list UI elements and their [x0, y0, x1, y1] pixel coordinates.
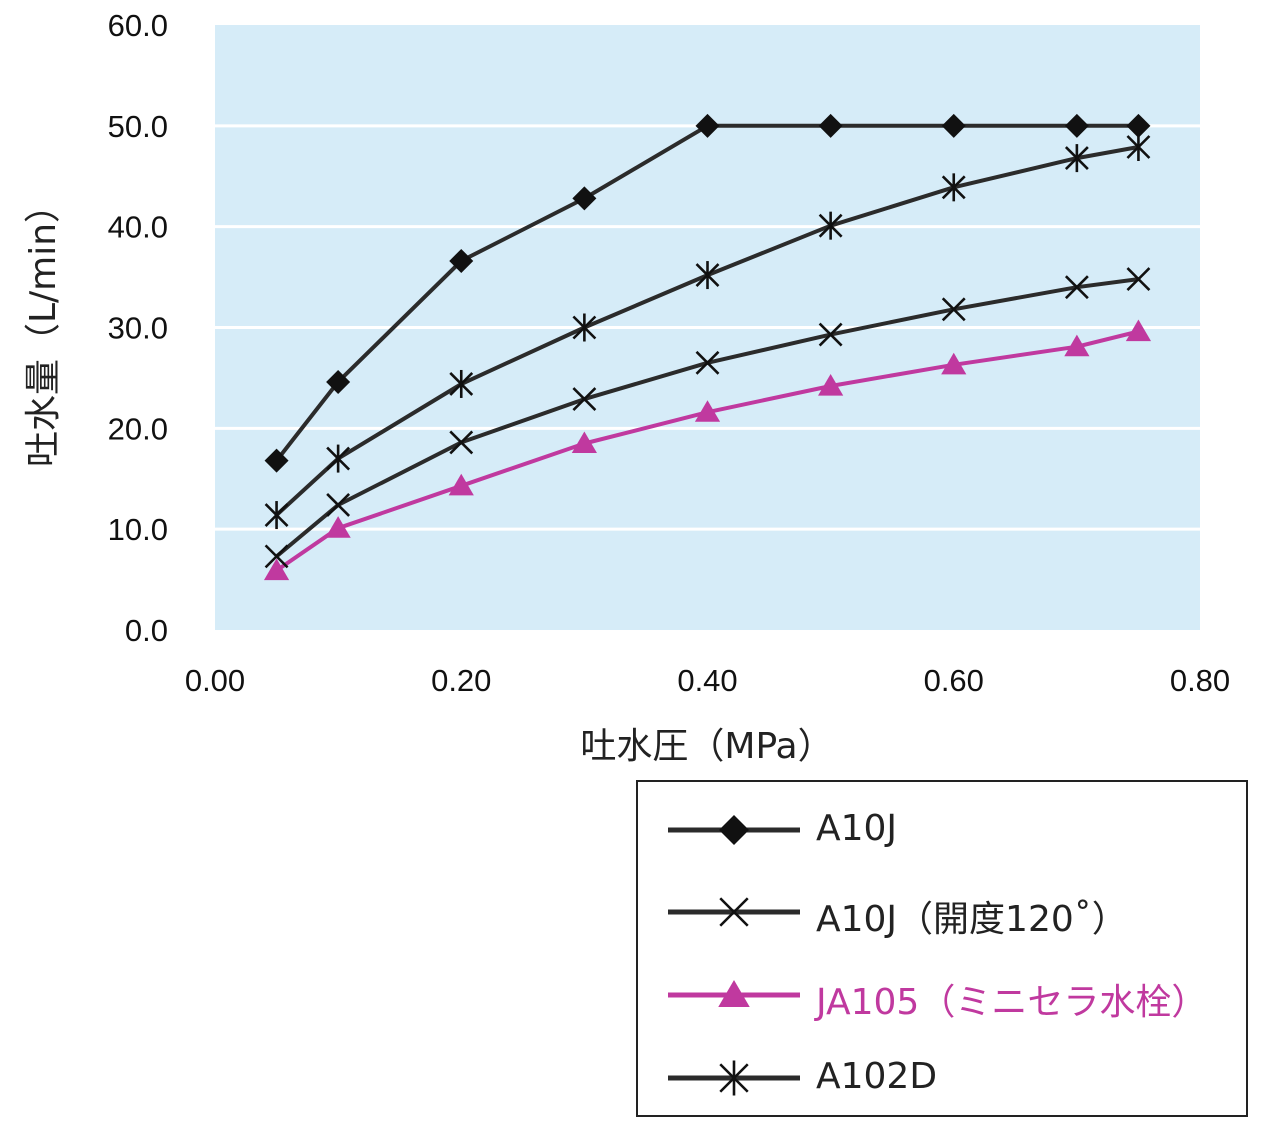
y-tick-label: 50.0	[108, 109, 168, 144]
data-point	[449, 248, 474, 273]
y-axis-title: 吐水量（L/min）	[23, 187, 64, 467]
data-point	[941, 113, 966, 138]
data-point	[718, 980, 750, 1007]
data-point	[1126, 133, 1151, 162]
x-tick-label: 0.20	[431, 663, 491, 698]
x-tick-label: 0.60	[924, 663, 984, 698]
x-tick-label: 0.80	[1170, 663, 1230, 698]
data-point	[695, 350, 720, 375]
data-point	[448, 473, 474, 496]
data-point	[264, 501, 289, 530]
legend-swatch	[668, 897, 800, 927]
data-point	[719, 1060, 749, 1096]
data-point	[1126, 267, 1151, 292]
x-tick-label: 0.00	[185, 663, 245, 698]
data-point	[326, 444, 351, 473]
data-point	[695, 113, 720, 138]
data-point	[1064, 144, 1089, 173]
data-point	[572, 387, 597, 412]
data-point	[325, 516, 351, 538]
y-tick-label: 0.0	[125, 613, 168, 648]
gridlines	[215, 124, 1200, 531]
y-tick-label: 60.0	[108, 8, 168, 43]
data-point	[263, 558, 290, 581]
data-point	[449, 430, 474, 455]
y-axis: 0.0 10.0 20.0 30.0 40.0 50.0 60.0	[108, 8, 168, 648]
data-point	[1126, 113, 1151, 138]
data-point	[941, 173, 966, 202]
legend-label: A10J（開度120˚）	[816, 899, 1128, 940]
data-point	[326, 369, 351, 394]
data-point	[818, 113, 843, 138]
data-point	[264, 544, 289, 569]
x-axis-title: 吐水圧（MPa）	[580, 726, 833, 767]
data-point	[326, 493, 351, 517]
data-point	[818, 322, 843, 347]
data-point	[719, 815, 749, 845]
data-point	[695, 261, 720, 290]
data-point	[1064, 334, 1090, 357]
data-point	[264, 448, 289, 473]
legend-item: A10J	[638, 800, 1248, 860]
legend-label: JA105（ミニセラ水栓）	[816, 982, 1208, 1023]
x-tick-label: 0.40	[677, 663, 737, 698]
legend-item: JA105（ミニセラ水栓）	[638, 965, 1248, 1025]
data-point	[1064, 113, 1089, 138]
legend-swatch	[668, 980, 800, 1007]
y-tick-label: 10.0	[108, 512, 168, 547]
chart: 0.0 10.0 20.0 30.0 40.0 50.0 60.0 0.00 0.20 0.40…	[23, 8, 1230, 767]
legend-item: A102D	[638, 1048, 1248, 1108]
data-point	[941, 297, 966, 322]
legend-swatch	[668, 1060, 800, 1096]
data-point	[572, 186, 597, 211]
data-point	[1125, 319, 1152, 342]
x-axis: 0.00 0.20 0.40 0.60 0.80	[185, 663, 1230, 698]
y-tick-label: 40.0	[108, 210, 168, 245]
data-point	[571, 431, 597, 454]
legend-swatch	[668, 815, 800, 845]
y-tick-label: 30.0	[108, 311, 168, 346]
data-point	[694, 400, 721, 422]
data-point	[941, 352, 967, 375]
legend: A10J A10J（開度120˚） JA105（ミニセラ水栓） A102D	[636, 780, 1248, 1117]
data-point	[572, 313, 597, 342]
legend-label: A102D	[816, 1056, 938, 1097]
series-markers	[263, 113, 1152, 581]
data-point	[719, 897, 749, 927]
legend-item: A10J（開度120˚）	[638, 882, 1248, 942]
y-tick-label: 20.0	[108, 411, 168, 446]
legend-label: A10J	[816, 808, 898, 849]
data-point	[818, 211, 843, 240]
data-point	[1064, 275, 1089, 300]
data-point	[818, 373, 844, 396]
data-point	[449, 369, 474, 398]
